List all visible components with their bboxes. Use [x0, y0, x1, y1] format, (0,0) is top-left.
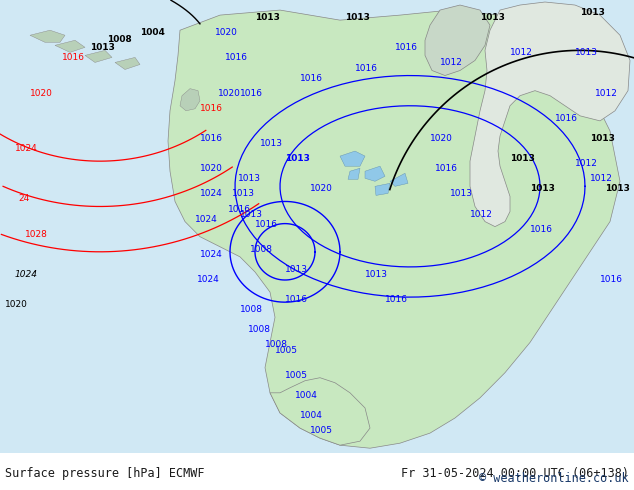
Polygon shape [340, 151, 365, 166]
Text: 1013: 1013 [580, 8, 605, 17]
Text: 1013: 1013 [575, 49, 598, 57]
Text: 1013: 1013 [530, 184, 555, 194]
Text: 1005: 1005 [285, 371, 308, 380]
Text: 1016: 1016 [435, 164, 458, 173]
Text: 1013: 1013 [450, 190, 473, 198]
Text: 1013: 1013 [90, 43, 115, 52]
Polygon shape [425, 5, 490, 75]
Text: 1008: 1008 [265, 341, 288, 349]
Text: 1016: 1016 [300, 74, 323, 83]
Text: 1012: 1012 [575, 159, 598, 168]
Text: 1013: 1013 [605, 184, 630, 194]
Text: 1016: 1016 [530, 224, 553, 234]
Text: 1020: 1020 [5, 300, 28, 309]
Text: 1016: 1016 [255, 220, 278, 229]
Text: 1016: 1016 [225, 53, 248, 62]
Text: Fr 31-05-2024 00:00 UTC (06+138): Fr 31-05-2024 00:00 UTC (06+138) [401, 467, 629, 480]
Polygon shape [365, 166, 385, 181]
Text: 1008: 1008 [107, 35, 132, 44]
Text: 1024: 1024 [200, 250, 223, 259]
Text: 1013: 1013 [285, 265, 308, 274]
Text: 1008: 1008 [250, 245, 273, 254]
Text: 1012: 1012 [595, 89, 618, 98]
Text: 1016: 1016 [385, 295, 408, 304]
Text: 1024: 1024 [15, 270, 38, 279]
Polygon shape [55, 40, 85, 52]
Text: 1008: 1008 [240, 305, 263, 314]
Text: 1013: 1013 [238, 174, 261, 183]
Text: 1016: 1016 [200, 134, 223, 143]
Text: 1020: 1020 [200, 164, 223, 173]
Text: 1004: 1004 [295, 391, 318, 400]
Text: 1016: 1016 [600, 275, 623, 284]
Text: 24: 24 [18, 195, 29, 203]
Text: 1016: 1016 [228, 204, 251, 214]
Text: 1013: 1013 [345, 13, 370, 22]
Text: 1020: 1020 [30, 89, 53, 98]
Text: 1016: 1016 [395, 43, 418, 52]
Polygon shape [270, 378, 370, 445]
Text: 1024: 1024 [197, 275, 220, 284]
Text: 1016: 1016 [555, 114, 578, 123]
Polygon shape [168, 10, 620, 448]
Polygon shape [180, 89, 200, 111]
Text: 1012: 1012 [590, 174, 613, 183]
Text: 1024: 1024 [200, 190, 223, 198]
Text: 1013: 1013 [260, 139, 283, 148]
Polygon shape [85, 50, 112, 62]
Polygon shape [390, 173, 408, 186]
Text: © weatheronline.co.uk: © weatheronline.co.uk [479, 472, 629, 485]
Text: 1004: 1004 [300, 411, 323, 420]
Polygon shape [348, 168, 360, 179]
Text: 1005: 1005 [275, 345, 298, 355]
Text: 1013: 1013 [255, 13, 280, 22]
Text: 1008: 1008 [248, 325, 271, 334]
Text: 1016: 1016 [62, 53, 85, 62]
Text: 1012: 1012 [510, 49, 533, 57]
Text: 1013: 1013 [285, 154, 310, 163]
Text: 1016: 1016 [240, 89, 263, 98]
Text: 1005: 1005 [310, 426, 333, 435]
Text: Surface pressure [hPa] ECMWF: Surface pressure [hPa] ECMWF [5, 467, 205, 480]
Text: 1012: 1012 [470, 210, 493, 219]
Text: 1013: 1013 [365, 270, 388, 279]
Text: 1013: 1013 [480, 13, 505, 22]
Polygon shape [30, 30, 65, 42]
Text: 1013: 1013 [240, 210, 263, 219]
Text: 1013: 1013 [590, 134, 615, 143]
Text: 1020: 1020 [215, 28, 238, 37]
Polygon shape [470, 2, 630, 226]
Text: 1013: 1013 [510, 154, 535, 163]
Polygon shape [375, 183, 390, 196]
Text: 1016: 1016 [355, 64, 378, 73]
Text: 1020: 1020 [430, 134, 453, 143]
Text: 1020: 1020 [310, 184, 333, 194]
Text: 1020: 1020 [218, 89, 241, 98]
Text: 1016: 1016 [285, 295, 308, 304]
Text: 1024: 1024 [195, 215, 217, 223]
Text: 1012: 1012 [440, 58, 463, 68]
Text: 1016: 1016 [200, 104, 223, 113]
Text: 1024: 1024 [15, 144, 38, 153]
Text: 1013: 1013 [232, 190, 255, 198]
Polygon shape [115, 57, 140, 70]
Text: 1004: 1004 [140, 28, 165, 37]
Text: 1028: 1028 [25, 230, 48, 239]
